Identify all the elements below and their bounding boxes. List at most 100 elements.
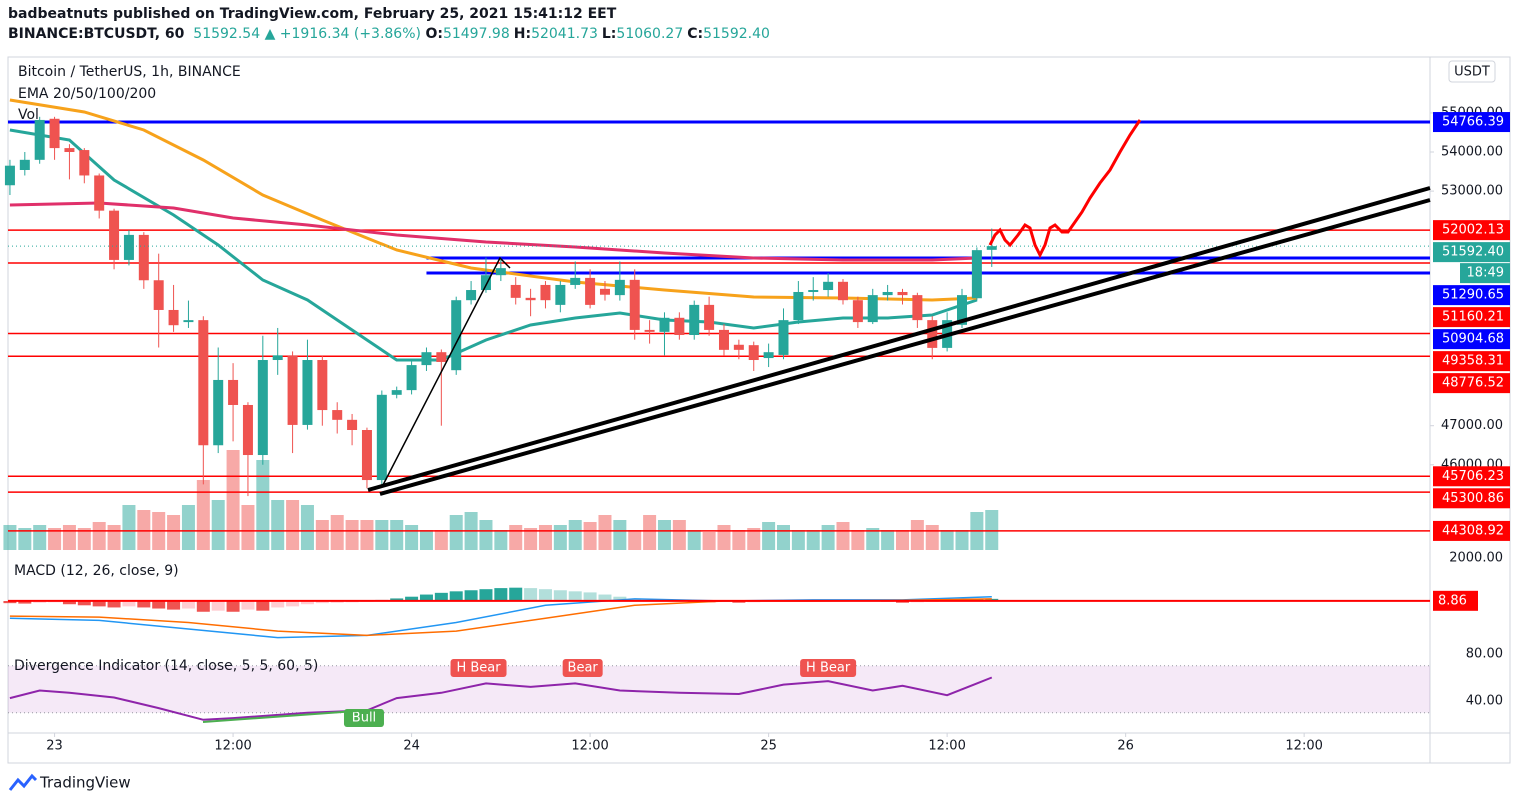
volume-bar — [449, 515, 463, 550]
price-label-bg — [1433, 112, 1510, 133]
candle-body — [986, 246, 997, 250]
volume-bar — [524, 528, 538, 550]
macd-bar — [390, 598, 404, 602]
price-label-bg — [1433, 242, 1510, 263]
macd-bar — [538, 589, 552, 602]
macd-bar — [464, 590, 478, 602]
candle-body — [808, 290, 819, 292]
macd-bar — [92, 601, 106, 607]
candle-body — [823, 281, 834, 291]
volume-bar — [553, 525, 567, 550]
ohlc-value: 52041.73 — [531, 26, 598, 42]
trendline — [379, 198, 1431, 496]
candle-body — [123, 234, 134, 260]
ohlc-label: O: — [425, 26, 443, 42]
plot: H Bear Bear H Bear Bull — [3, 98, 1430, 727]
candle-body — [763, 352, 774, 359]
candle-body — [347, 419, 358, 431]
macd-bar — [122, 601, 136, 607]
volume-bar — [687, 530, 701, 550]
ohlc-label: H: — [513, 26, 532, 42]
volume-bar — [702, 532, 716, 550]
candle-body — [614, 279, 625, 296]
macd-bar — [77, 601, 91, 606]
candle-body — [34, 119, 45, 160]
candle-body — [153, 280, 164, 310]
price-label: 50904.68 — [1442, 332, 1504, 347]
volume-bar — [538, 525, 552, 550]
volume-bar — [494, 530, 508, 550]
candle-body — [733, 344, 744, 350]
signal-label: Bull — [352, 711, 376, 726]
macd-bar — [568, 591, 582, 602]
symbol-title: Bitcoin / TetherUS, 1h, BINANCE — [18, 64, 241, 80]
volume-bar — [360, 520, 374, 550]
ema-line — [9, 98, 977, 302]
currency-box[interactable] — [1448, 60, 1496, 83]
price-label: 49358.31 — [1442, 354, 1504, 369]
volume-bar — [390, 520, 404, 550]
volume-bar — [895, 530, 909, 550]
volume-bar — [122, 505, 136, 550]
candle-body — [302, 360, 313, 425]
price-label-bg — [1433, 351, 1510, 372]
symbol: BINANCE:BTCUSDT, 60 — [8, 26, 185, 42]
macd-bar — [434, 592, 448, 602]
candle-body — [391, 390, 402, 395]
price-label: 51592.40 — [1442, 245, 1504, 260]
indicator-label: EMA 20/50/100/200 — [18, 86, 156, 102]
macd-bar — [330, 601, 344, 603]
price-label-bg — [1433, 373, 1510, 394]
brand: TradingView — [39, 774, 131, 792]
volume-label: Vol — [18, 107, 39, 123]
macd-level-bg — [1433, 590, 1478, 611]
volume-bar — [92, 522, 106, 550]
macd-bar — [271, 601, 285, 608]
volume-bar — [226, 450, 240, 550]
x-tick-label: 12:00 — [214, 739, 251, 754]
candle-body — [376, 394, 387, 481]
divergence-line — [9, 676, 993, 721]
candle-body — [287, 355, 298, 425]
macd-bar — [583, 592, 597, 602]
price-label: 51160.21 — [1442, 310, 1504, 325]
candle-body — [272, 355, 283, 361]
divergence-tick-label: 80.00 — [1466, 647, 1503, 662]
header: badbeatnuts published on TradingView.com… — [8, 4, 774, 44]
volume-bar — [167, 515, 181, 550]
currency: USDT — [1454, 65, 1490, 80]
signal-bg — [450, 659, 507, 677]
volume-bar — [568, 520, 582, 550]
x-tick-label: 23 — [46, 739, 63, 754]
volume-bar — [405, 525, 419, 550]
signal-label: H Bear — [456, 661, 501, 676]
candle-body — [957, 295, 967, 325]
candle-body — [599, 288, 610, 295]
volume-bar — [315, 520, 329, 550]
candle-body — [510, 284, 521, 298]
price-label: 52002.13 — [1442, 223, 1504, 238]
candle-body — [317, 360, 328, 411]
volume-bar — [628, 530, 642, 550]
y-tick-label: 54000.00 — [1441, 145, 1503, 160]
candle-body — [659, 317, 670, 332]
macd-bar — [405, 596, 419, 602]
candle-body — [421, 352, 432, 366]
volume-bar — [196, 480, 210, 550]
signal-bg — [800, 659, 857, 677]
ema-line — [9, 128, 978, 362]
candle-body — [198, 320, 209, 446]
x-tick-label: 24 — [403, 739, 420, 754]
macd-bar — [256, 601, 270, 611]
candle-body — [793, 291, 804, 321]
volume-bar — [732, 530, 746, 550]
candle-body — [927, 320, 938, 348]
candle-body — [64, 148, 75, 153]
divergence-tick-label: 40.00 — [1466, 694, 1503, 709]
macd-bar — [226, 601, 240, 612]
volume-bar — [925, 525, 939, 550]
macd-bar — [553, 590, 567, 602]
candle-body — [138, 234, 149, 281]
volume-bar — [211, 500, 225, 550]
